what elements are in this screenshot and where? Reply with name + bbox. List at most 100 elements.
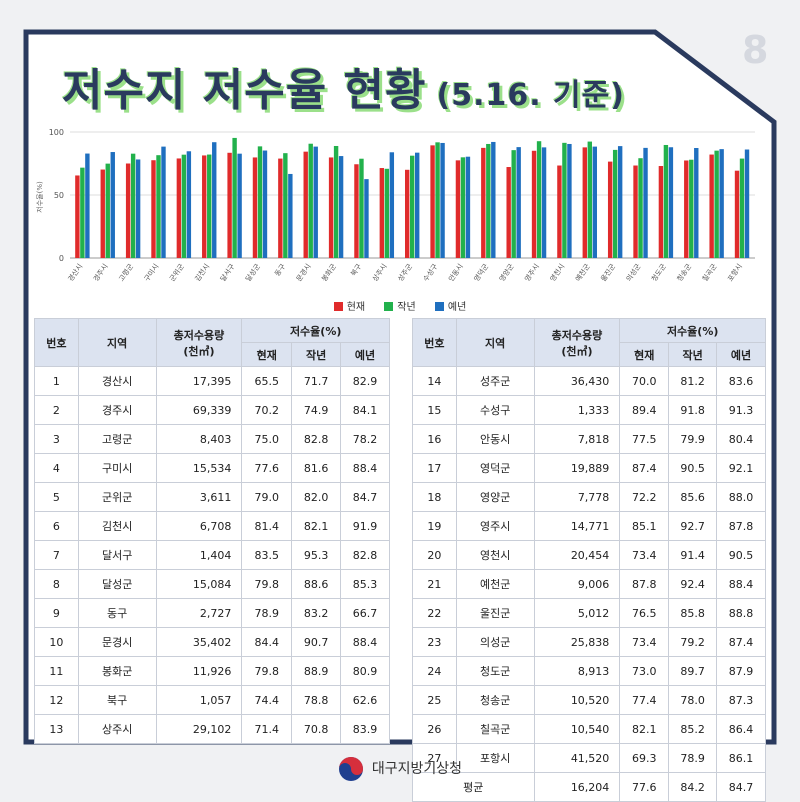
bar-normal [516, 147, 521, 258]
cell-last-year: 81.6 [291, 453, 342, 483]
bar-current [709, 154, 714, 258]
cell-region: 예천군 [455, 569, 535, 599]
cell-normal: 87.9 [716, 656, 766, 686]
bar-normal [389, 152, 395, 258]
bar-last-year [80, 167, 85, 258]
table-row: 9 동구 2,727 78.9 83.2 66.7 [34, 598, 390, 628]
cell-no: 7 [34, 540, 79, 570]
bar-last-year [333, 145, 339, 258]
col-header-no: 번호 [412, 318, 457, 367]
bar-normal [186, 151, 192, 258]
cell-region: 동구 [77, 598, 157, 628]
cell-last-year: 95.3 [291, 540, 342, 570]
cell-normal: 87.8 [716, 511, 766, 541]
cell-last-year: 90.5 [668, 453, 718, 483]
bar-current [405, 169, 410, 258]
cell-region: 문경시 [77, 627, 157, 657]
x-tick-label: 영양군 [497, 262, 516, 283]
cell-current: 65.5 [241, 366, 293, 396]
cell-normal: 85.3 [340, 569, 390, 599]
cell-current: 77.6 [241, 453, 293, 483]
col-header-region: 지역 [77, 318, 157, 367]
chart-bars [75, 137, 750, 258]
cell-region: 의성군 [455, 627, 535, 657]
table-row: 2 경주시 69,339 70.2 74.9 84.1 [34, 395, 390, 425]
cell-capacity: 15,084 [155, 569, 243, 599]
cell-last-year: 88.6 [291, 569, 342, 599]
table-row: 24 청도군 8,913 73.0 89.7 87.9 [412, 656, 766, 686]
bar-last-year [410, 155, 415, 258]
footer: 대구지방기상청 [0, 756, 800, 782]
col-header-capacity: 총저수용량 (천㎥) [533, 318, 621, 367]
cell-current: 82.1 [619, 714, 670, 744]
col-header-current: 현재 [619, 342, 670, 367]
cell-current: 70.0 [619, 366, 670, 396]
cell-capacity: 41,520 [533, 743, 621, 773]
cell-last-year: 85.8 [668, 598, 718, 628]
bar-last-year [130, 153, 136, 258]
cell-last-year: 82.8 [291, 424, 342, 454]
x-tick-label: 의성군 [624, 262, 643, 283]
cell-normal: 84.1 [340, 395, 390, 425]
x-tick-label: 구미시 [142, 262, 160, 283]
legend-swatch-normal [434, 302, 444, 311]
bar-current [151, 160, 156, 258]
x-tick-label: 영덕군 [472, 262, 491, 283]
col-header-current: 현재 [241, 342, 293, 367]
table-row: 5 군위군 3,611 79.0 82.0 84.7 [34, 482, 390, 512]
x-tick-label: 포항시 [725, 262, 743, 283]
legend-item-last-year: 작년 [384, 298, 416, 313]
legend-item-normal: 예년 [434, 298, 466, 313]
y-tick-label: 50 [54, 191, 64, 200]
cell-region: 안동시 [455, 424, 535, 454]
cell-region: 김천시 [77, 511, 157, 541]
cell-no: 16 [412, 424, 457, 454]
bar-current [684, 160, 689, 258]
bar-normal [694, 148, 699, 258]
cell-no: 5 [34, 482, 79, 512]
bar-normal [719, 149, 724, 258]
y-tick-label: 0 [59, 254, 64, 263]
cell-no: 22 [412, 598, 457, 628]
cell-current: 73.4 [619, 627, 670, 657]
cell-region: 영덕군 [455, 453, 535, 483]
bar-last-year [562, 142, 567, 258]
cell-capacity: 7,778 [533, 482, 621, 512]
bar-current [328, 157, 334, 258]
cell-no: 19 [412, 511, 457, 541]
bar-normal [212, 142, 217, 258]
page-number: 8 [742, 28, 769, 72]
cell-current: 75.0 [241, 424, 293, 454]
cell-capacity: 1,333 [533, 395, 621, 425]
cell-current: 84.4 [241, 627, 293, 657]
table-row: 22 울진군 5,012 76.5 85.8 88.8 [412, 598, 766, 628]
legend-swatch-last-year [384, 302, 394, 311]
cell-capacity: 9,006 [533, 569, 621, 599]
bar-current [481, 147, 486, 258]
cell-last-year: 89.7 [668, 656, 718, 686]
cell-capacity: 2,727 [155, 598, 243, 628]
bar-current [75, 175, 80, 258]
cell-region: 봉화군 [77, 656, 157, 686]
cell-last-year: 79.2 [668, 627, 718, 657]
bar-current [278, 158, 283, 258]
cell-current: 73.4 [619, 540, 670, 570]
legend-swatch-current [333, 302, 343, 311]
table-row: 1 경산시 17,395 65.5 71.7 82.9 [34, 366, 390, 396]
table-row: 18 영양군 7,778 72.2 85.6 88.0 [412, 482, 766, 512]
col-header-rate: 저수율(%) [619, 318, 766, 343]
cell-no: 21 [412, 569, 457, 599]
col-header-last-year: 작년 [291, 342, 342, 367]
bar-last-year [460, 157, 466, 258]
cell-last-year: 91.8 [668, 395, 718, 425]
bar-normal [643, 147, 648, 258]
table-row: 12 북구 1,057 74.4 78.8 62.6 [34, 685, 390, 715]
cell-no: 25 [412, 685, 457, 715]
average-row: 평균 16,204 77.6 84.2 84.7 [412, 772, 766, 802]
bar-last-year [536, 141, 542, 258]
agency-name: 대구지방기상청 [371, 761, 463, 777]
bar-normal [744, 149, 750, 258]
x-tick-label: 경주시 [91, 262, 109, 283]
cell-normal: 82.8 [340, 540, 390, 570]
x-tick-label: 청도군 [650, 262, 668, 283]
